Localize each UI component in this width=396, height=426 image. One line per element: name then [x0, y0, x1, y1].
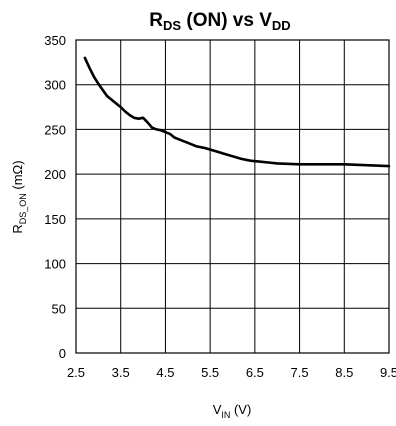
series-line [83, 56, 391, 168]
y-axis-label-part: DS_ON [18, 193, 28, 224]
y-tick-label: 350 [44, 33, 66, 48]
x-tick-label: 8.5 [335, 365, 353, 380]
plot-frame [75, 39, 390, 354]
y-tick-label: 200 [44, 167, 66, 182]
grid [75, 39, 390, 354]
x-tick-label: 4.5 [156, 365, 174, 380]
x-axis-label-part: (V) [230, 402, 251, 417]
x-tick-labels: 2.5 3.5 4.5 5.5 6.5 7.5 8.5 9.5 [67, 365, 396, 380]
chart-title-part: DD [272, 18, 291, 33]
y-tick-label: 150 [44, 212, 66, 227]
x-tick-label: 3.5 [112, 365, 130, 380]
chart-title-part: R [149, 10, 163, 31]
y-axis-label-part: R [10, 224, 25, 233]
x-axis-label-part: IN [221, 410, 230, 420]
y-tick-label: 250 [44, 122, 66, 137]
y-tick-label: 300 [44, 78, 66, 93]
x-axis-label-part: V [213, 402, 222, 417]
x-tick-label: 7.5 [291, 365, 309, 380]
chart-title-part: DS [163, 18, 181, 33]
y-tick-label: 50 [52, 301, 66, 316]
x-tick-label: 2.5 [67, 365, 85, 380]
y-axis-label-part: (mΩ) [10, 160, 25, 193]
chart-title: RDS (ON) vs VDD [149, 10, 290, 33]
y-tick-label: 0 [59, 346, 66, 361]
x-tick-label: 5.5 [201, 365, 219, 380]
x-tick-label: 6.5 [246, 365, 264, 380]
series-group [83, 56, 391, 168]
y-tick-labels: 0 50 100 150 200 250 300 350 [44, 33, 66, 361]
y-axis-label: RDS_ON (mΩ) [10, 160, 28, 233]
chart-title-part: (ON) vs V [181, 10, 272, 31]
x-tick-label: 9.5 [380, 365, 396, 380]
x-axis-label: VIN (V) [213, 402, 252, 420]
y-tick-label: 100 [44, 257, 66, 272]
